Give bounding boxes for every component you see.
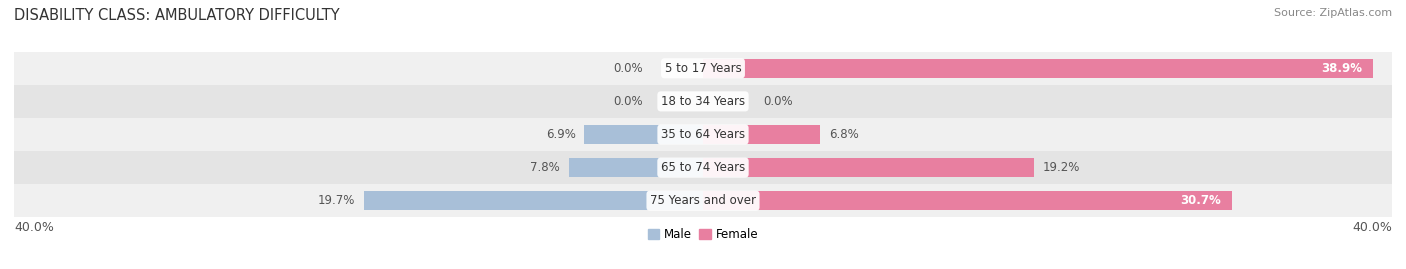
Text: 40.0%: 40.0%	[14, 221, 53, 234]
Text: 7.8%: 7.8%	[530, 161, 560, 174]
Bar	[14, 184, 1392, 217]
Bar	[703, 125, 820, 144]
Text: 75 Years and over: 75 Years and over	[650, 194, 756, 207]
Text: 0.0%: 0.0%	[613, 95, 643, 108]
Text: 0.0%: 0.0%	[613, 62, 643, 75]
Text: 6.9%: 6.9%	[546, 128, 575, 141]
Bar	[568, 158, 703, 177]
Text: DISABILITY CLASS: AMBULATORY DIFFICULTY: DISABILITY CLASS: AMBULATORY DIFFICULTY	[14, 8, 340, 23]
Text: 19.7%: 19.7%	[318, 194, 356, 207]
Bar	[703, 59, 1374, 78]
Bar	[14, 118, 1392, 151]
Legend: Male, Female: Male, Female	[643, 223, 763, 246]
Text: 6.8%: 6.8%	[828, 128, 859, 141]
Text: 35 to 64 Years: 35 to 64 Years	[661, 128, 745, 141]
Bar	[14, 52, 1392, 85]
Text: 5 to 17 Years: 5 to 17 Years	[665, 62, 741, 75]
Text: 0.0%: 0.0%	[763, 95, 793, 108]
Text: 65 to 74 Years: 65 to 74 Years	[661, 161, 745, 174]
Bar	[703, 158, 1033, 177]
Text: 30.7%: 30.7%	[1181, 194, 1222, 207]
Text: Source: ZipAtlas.com: Source: ZipAtlas.com	[1274, 8, 1392, 18]
Text: 40.0%: 40.0%	[1353, 221, 1392, 234]
Bar	[703, 191, 1232, 210]
Bar	[14, 85, 1392, 118]
Text: 19.2%: 19.2%	[1042, 161, 1080, 174]
Bar	[364, 191, 703, 210]
Text: 18 to 34 Years: 18 to 34 Years	[661, 95, 745, 108]
Text: 38.9%: 38.9%	[1322, 62, 1362, 75]
Bar	[583, 125, 703, 144]
Bar	[14, 151, 1392, 184]
